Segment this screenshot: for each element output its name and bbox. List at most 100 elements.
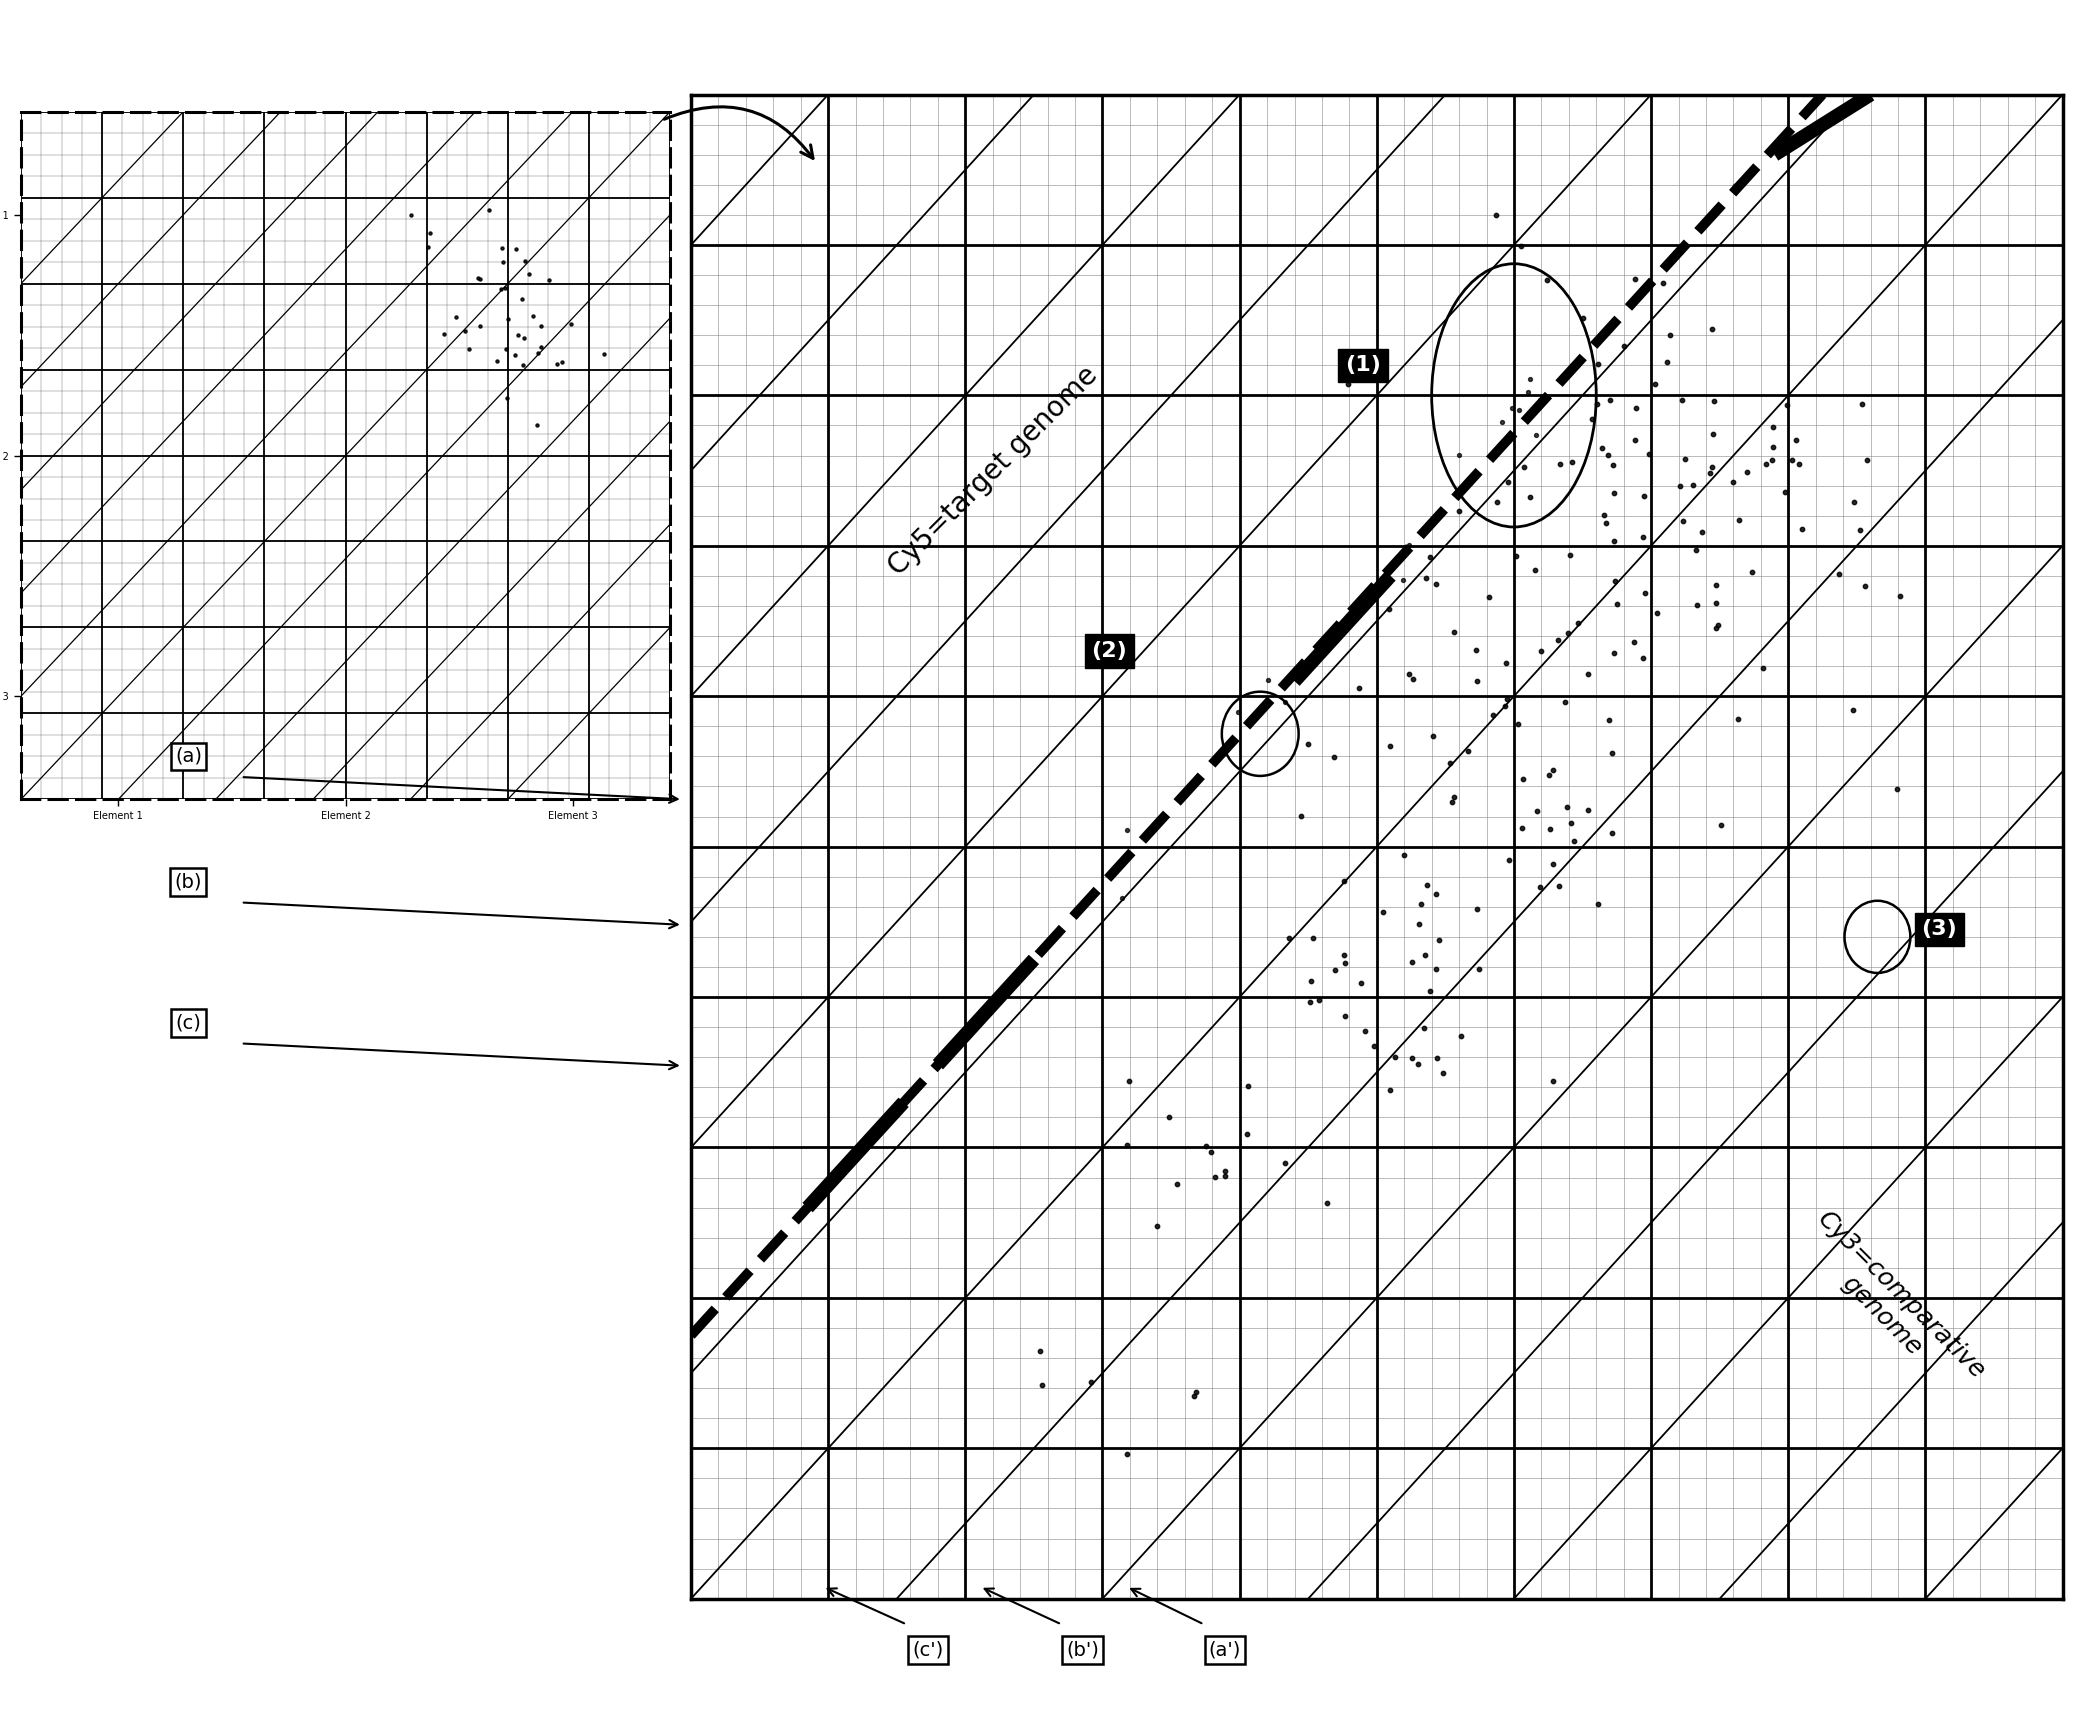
Point	[394, 201, 427, 229]
Point	[1786, 516, 1820, 543]
Point	[547, 349, 580, 376]
Point	[1667, 507, 1700, 535]
Point	[1573, 796, 1606, 823]
Point	[1267, 688, 1300, 715]
Point	[1374, 595, 1407, 622]
Point	[427, 320, 461, 347]
Point	[1420, 1043, 1453, 1071]
Point	[1885, 583, 1918, 610]
Point	[1194, 1138, 1227, 1165]
Point	[1489, 693, 1522, 720]
Point	[488, 273, 521, 301]
Point	[1491, 686, 1524, 713]
Point	[1617, 629, 1650, 657]
Point	[1409, 872, 1443, 899]
Point	[1520, 798, 1554, 825]
Point	[1836, 696, 1870, 724]
Point	[1460, 667, 1493, 694]
Point	[1518, 421, 1552, 449]
Point	[490, 335, 524, 363]
Point	[1110, 817, 1143, 844]
Point	[500, 236, 534, 263]
Point	[1472, 583, 1506, 610]
Point	[1250, 665, 1284, 693]
Point	[1556, 449, 1589, 476]
Point	[1208, 1157, 1242, 1184]
Point	[1836, 488, 1870, 516]
Point	[1420, 571, 1453, 598]
Point	[486, 248, 519, 275]
Point	[1581, 351, 1614, 378]
Point	[1349, 1018, 1382, 1045]
Point	[498, 342, 532, 370]
Point	[1880, 775, 1914, 803]
Point	[1522, 387, 1556, 414]
Point	[1627, 483, 1661, 511]
Point	[1654, 321, 1688, 349]
Point	[1413, 543, 1447, 571]
Point	[1319, 956, 1353, 983]
Point	[1757, 413, 1790, 440]
Point	[1346, 593, 1380, 621]
Point	[1631, 440, 1665, 468]
Point	[1627, 645, 1661, 672]
Text: Cy3=comparative
genome: Cy3=comparative genome	[1792, 1207, 1989, 1404]
Point	[473, 196, 507, 223]
Point	[1554, 541, 1587, 569]
Point	[1619, 265, 1652, 292]
Text: (c): (c)	[176, 1012, 201, 1033]
Point	[1700, 614, 1734, 641]
Text: (2): (2)	[1091, 641, 1127, 662]
Point	[484, 275, 517, 303]
Point	[1506, 765, 1539, 792]
Point	[1476, 701, 1510, 729]
Point	[1543, 450, 1577, 478]
Point	[1273, 925, 1307, 952]
Point	[1464, 956, 1497, 983]
Point	[1294, 988, 1328, 1016]
Point	[1619, 395, 1652, 423]
Point	[1508, 454, 1541, 481]
Point	[1491, 846, 1524, 873]
Point	[505, 285, 538, 313]
Point	[1342, 674, 1376, 701]
Point	[1311, 1190, 1344, 1217]
Point	[1600, 591, 1633, 619]
Point	[1694, 459, 1728, 486]
Point	[1503, 232, 1537, 260]
Point	[413, 220, 446, 248]
Point	[1374, 1076, 1407, 1104]
Point	[1407, 1014, 1441, 1042]
Point	[1485, 407, 1518, 435]
Point	[1501, 710, 1535, 737]
Point	[1292, 731, 1326, 758]
Point	[1141, 1212, 1175, 1239]
Point	[1596, 820, 1629, 847]
Point	[1776, 445, 1809, 473]
Point	[1416, 722, 1449, 749]
Point	[1365, 899, 1399, 927]
Point	[1179, 1379, 1212, 1406]
Point	[1719, 172, 1753, 199]
Point	[1541, 872, 1575, 899]
Point	[1317, 743, 1351, 770]
Point	[1332, 371, 1365, 399]
Point	[1074, 1368, 1108, 1396]
Point	[1506, 815, 1539, 842]
Point	[1445, 1023, 1478, 1050]
Point	[1026, 1372, 1060, 1399]
Point	[1393, 660, 1426, 688]
Point	[1594, 387, 1627, 414]
Point	[1698, 387, 1732, 414]
Text: (3): (3)	[1922, 920, 1958, 939]
Point	[1845, 390, 1878, 418]
Point	[1503, 397, 1537, 425]
Point	[1374, 732, 1407, 760]
Point	[1757, 433, 1790, 461]
Point	[1355, 581, 1388, 609]
Point	[1562, 609, 1596, 636]
Point	[1453, 469, 1487, 497]
Point	[1554, 810, 1587, 837]
Point	[513, 260, 547, 287]
Point	[1681, 591, 1715, 619]
